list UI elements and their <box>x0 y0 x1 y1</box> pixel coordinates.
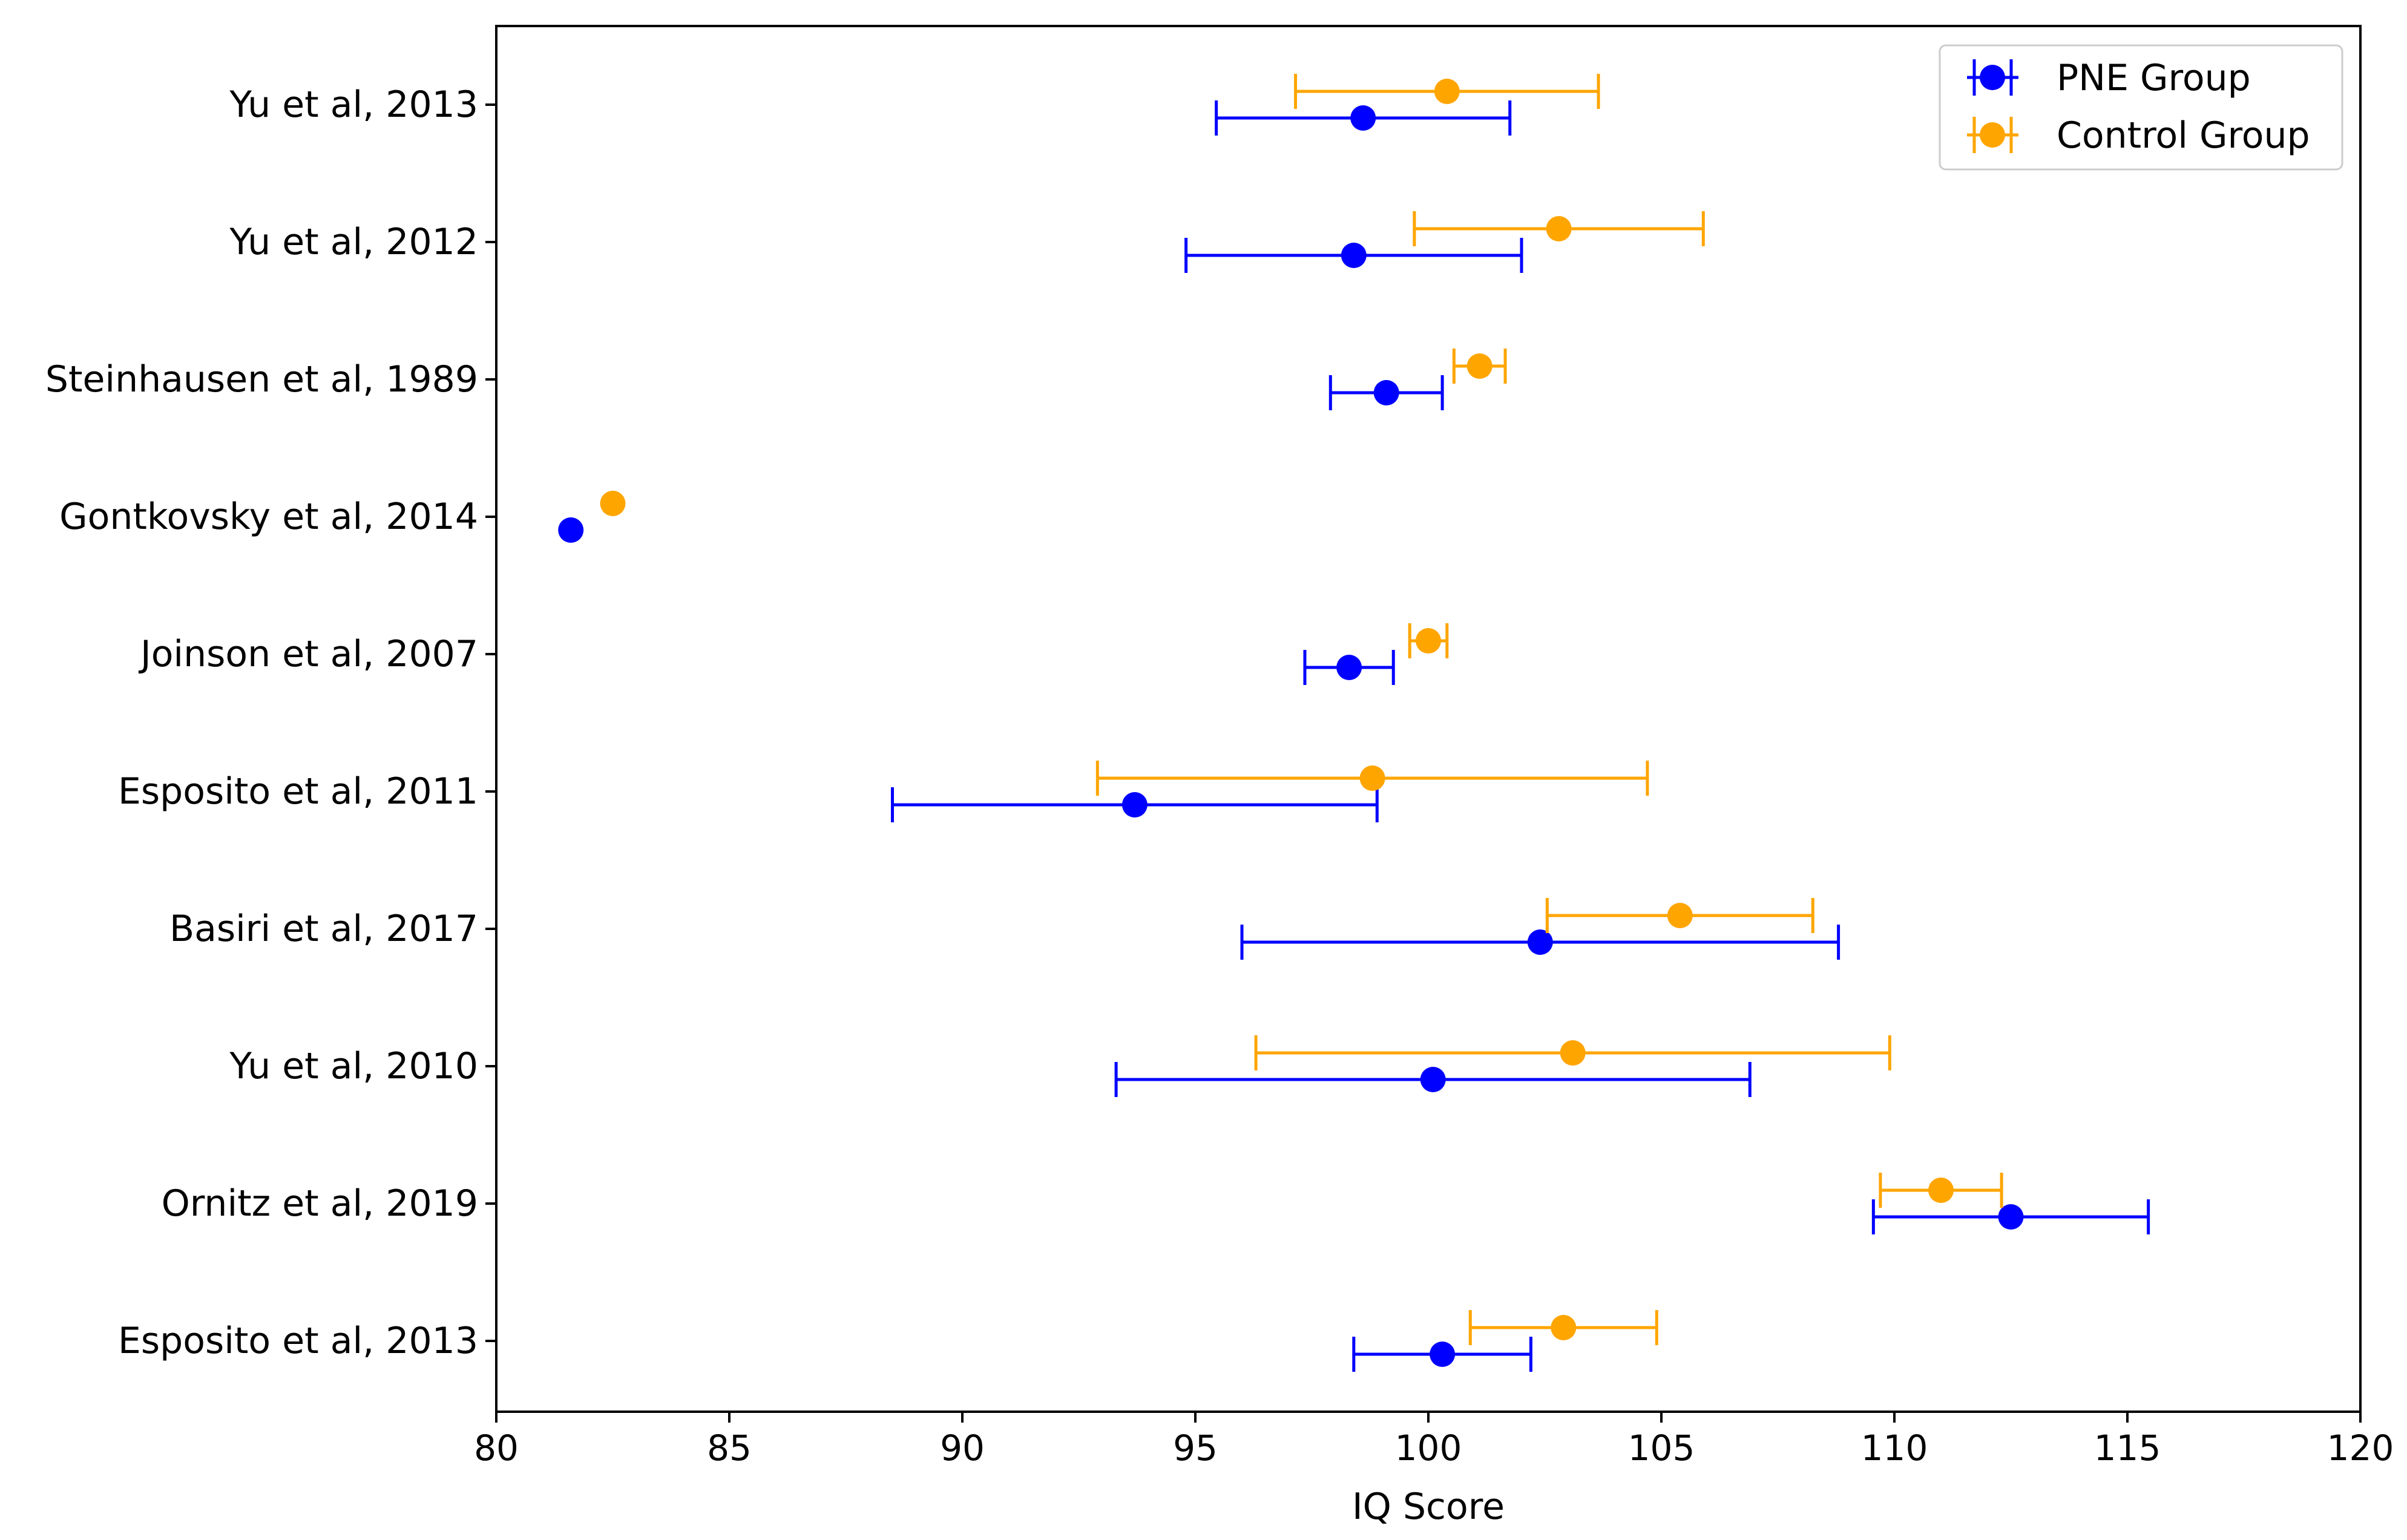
legend-entry-pne: PNE Group <box>1967 57 2251 99</box>
category-label: Ornitz et al, 2019 <box>162 1182 478 1225</box>
x-tick-label: 90 <box>940 1427 985 1469</box>
data-point <box>1551 1315 1577 1340</box>
data-point <box>1416 628 1441 654</box>
data-point <box>558 517 584 543</box>
data-point <box>1928 1178 1954 1203</box>
category-label: Basiri et al, 2017 <box>169 908 478 950</box>
data-point <box>1336 655 1362 680</box>
x-tick-label: 110 <box>1861 1427 1928 1469</box>
data-point <box>600 491 626 516</box>
category-label: Yu et al, 2013 <box>229 84 478 126</box>
data-point <box>1560 1040 1586 1066</box>
data-point <box>1527 929 1553 955</box>
legend-box <box>1939 44 2343 171</box>
category-label: Joinson et al, 2007 <box>138 633 478 675</box>
x-axis-ticks: 80 85 90 95 100 105 110 115 120 <box>474 1412 2394 1469</box>
x-tick-label: 85 <box>707 1427 752 1469</box>
category-label: Gontkovsky et al, 2014 <box>59 496 478 538</box>
x-axis-label: IQ Score <box>1352 1486 1505 1528</box>
legend-control-label: Control Group <box>2057 114 2310 157</box>
data-series <box>558 74 2150 1372</box>
data-point <box>1466 353 1492 379</box>
legend-control-marker <box>1980 122 2005 148</box>
data-point <box>1998 1204 2024 1230</box>
category-label: Yu et al, 2010 <box>229 1045 478 1087</box>
series-control-group <box>600 74 2003 1345</box>
category-label: Steinhausen et al, 1989 <box>45 358 478 401</box>
data-point <box>1420 1067 1446 1092</box>
data-point <box>1430 1342 1456 1367</box>
category-label: Esposito et al, 2011 <box>118 770 478 813</box>
category-label: Esposito et al, 2013 <box>118 1320 478 1362</box>
data-point <box>1373 380 1399 405</box>
category-label: Yu et al, 2012 <box>229 221 478 263</box>
data-point <box>1434 79 1460 104</box>
x-tick-label: 95 <box>1173 1427 1218 1469</box>
legend-pne-marker <box>1980 65 2005 90</box>
data-point <box>1121 792 1148 818</box>
series-pne-group <box>558 100 2150 1372</box>
x-tick-label: 100 <box>1395 1427 1462 1469</box>
plot-frame <box>495 25 2362 1413</box>
x-tick-label: 120 <box>2327 1427 2394 1469</box>
x-tick-label: 115 <box>2094 1427 2161 1469</box>
data-point <box>1359 765 1385 791</box>
y-axis-category-ticks: Yu et al, 2013 Yu et al, 2012 Steinhausen … <box>45 84 496 1362</box>
data-point <box>1350 105 1376 131</box>
legend: PNE Group Control Group <box>1939 44 2343 171</box>
data-point <box>1667 903 1693 928</box>
data-point <box>1546 216 1572 241</box>
x-tick-label: 105 <box>1628 1427 1695 1469</box>
data-point <box>1341 243 1367 268</box>
legend-pne-label: PNE Group <box>2057 57 2251 99</box>
x-tick-label: 80 <box>474 1427 519 1469</box>
legend-entry-control: Control Group <box>1967 114 2310 157</box>
